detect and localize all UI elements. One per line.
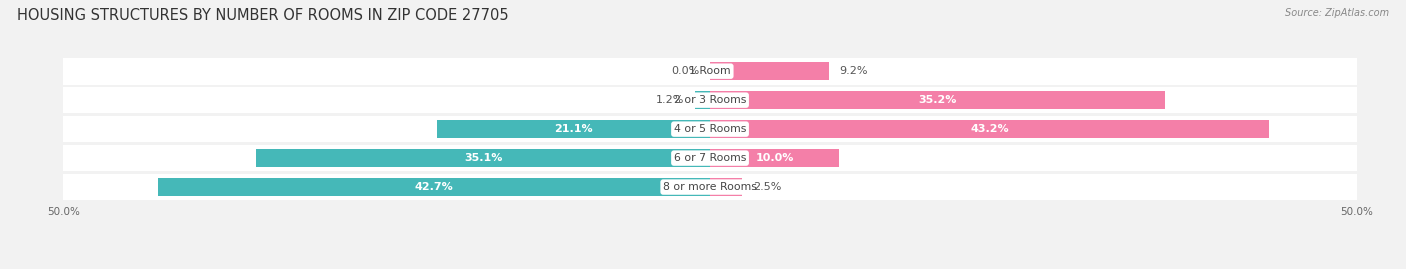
- Text: 2 or 3 Rooms: 2 or 3 Rooms: [673, 95, 747, 105]
- Bar: [710, 120, 1268, 138]
- Text: 10.0%: 10.0%: [755, 153, 794, 163]
- Text: 43.2%: 43.2%: [970, 124, 1008, 134]
- Text: Source: ZipAtlas.com: Source: ZipAtlas.com: [1285, 8, 1389, 18]
- Text: 1 Room: 1 Room: [689, 66, 731, 76]
- Text: 8 or more Rooms: 8 or more Rooms: [664, 182, 756, 192]
- Text: 35.1%: 35.1%: [464, 153, 502, 163]
- Bar: [157, 178, 710, 196]
- Text: 42.7%: 42.7%: [415, 182, 453, 192]
- Text: 1.2%: 1.2%: [655, 95, 685, 105]
- Text: 4 or 5 Rooms: 4 or 5 Rooms: [673, 124, 747, 134]
- Text: 0.0%: 0.0%: [672, 66, 700, 76]
- Bar: [63, 145, 1357, 171]
- Text: 35.2%: 35.2%: [918, 95, 957, 105]
- Text: 9.2%: 9.2%: [839, 66, 868, 76]
- Bar: [710, 91, 1166, 109]
- Bar: [63, 58, 1357, 84]
- Bar: [63, 87, 1357, 114]
- Bar: [710, 178, 742, 196]
- Bar: [256, 149, 710, 167]
- Bar: [710, 62, 830, 80]
- Text: 2.5%: 2.5%: [752, 182, 782, 192]
- Bar: [63, 174, 1357, 200]
- Bar: [695, 91, 710, 109]
- Text: HOUSING STRUCTURES BY NUMBER OF ROOMS IN ZIP CODE 27705: HOUSING STRUCTURES BY NUMBER OF ROOMS IN…: [17, 8, 509, 23]
- Text: 21.1%: 21.1%: [554, 124, 593, 134]
- Bar: [710, 149, 839, 167]
- Text: 6 or 7 Rooms: 6 or 7 Rooms: [673, 153, 747, 163]
- Bar: [437, 120, 710, 138]
- Bar: [63, 116, 1357, 143]
